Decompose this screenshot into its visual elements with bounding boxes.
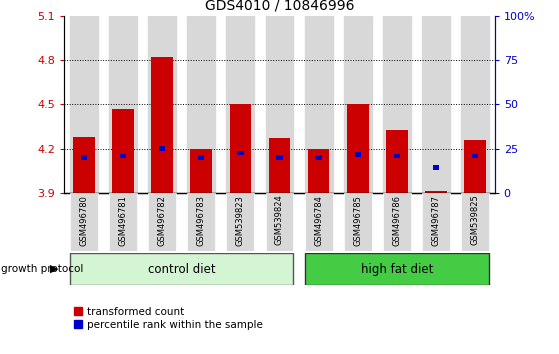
Legend: transformed count, percentile rank within the sample: transformed count, percentile rank withi… bbox=[69, 303, 267, 334]
Bar bbox=[472, 154, 479, 158]
Bar bbox=[112, 109, 134, 193]
Bar bbox=[344, 193, 372, 251]
Text: GSM496783: GSM496783 bbox=[197, 195, 206, 246]
Bar bbox=[315, 155, 322, 160]
Text: GSM496785: GSM496785 bbox=[353, 195, 362, 246]
Text: ▶: ▶ bbox=[50, 264, 59, 274]
Bar bbox=[354, 152, 361, 157]
Bar bbox=[73, 137, 94, 193]
Bar bbox=[70, 253, 293, 285]
Bar bbox=[305, 253, 489, 285]
Bar bbox=[230, 104, 251, 193]
Bar bbox=[461, 193, 489, 251]
Bar bbox=[148, 193, 176, 251]
Bar bbox=[276, 155, 283, 160]
Bar bbox=[386, 130, 408, 193]
Bar bbox=[305, 16, 333, 193]
Bar bbox=[269, 138, 290, 193]
Text: high fat diet: high fat diet bbox=[361, 263, 433, 275]
Bar bbox=[187, 16, 215, 193]
Bar bbox=[433, 165, 439, 170]
Text: growth protocol: growth protocol bbox=[1, 264, 83, 274]
Bar bbox=[226, 193, 254, 251]
Bar bbox=[266, 16, 293, 193]
Text: GSM496782: GSM496782 bbox=[158, 195, 167, 246]
Bar bbox=[344, 16, 372, 193]
Bar bbox=[187, 193, 215, 251]
Bar bbox=[465, 140, 486, 193]
Bar bbox=[383, 16, 411, 193]
Bar bbox=[191, 149, 212, 193]
Bar bbox=[237, 151, 244, 155]
Bar bbox=[383, 193, 411, 251]
Bar bbox=[80, 155, 87, 160]
Bar bbox=[159, 146, 165, 151]
Text: GSM496787: GSM496787 bbox=[432, 195, 440, 246]
Bar bbox=[148, 16, 176, 193]
Bar bbox=[198, 155, 205, 160]
Bar bbox=[70, 16, 98, 193]
Bar bbox=[226, 16, 254, 193]
Bar bbox=[425, 192, 447, 193]
Bar bbox=[120, 154, 126, 158]
Text: GSM496786: GSM496786 bbox=[392, 195, 401, 246]
Text: GSM539823: GSM539823 bbox=[236, 195, 245, 246]
Text: GDS4010 / 10846996: GDS4010 / 10846996 bbox=[205, 0, 354, 12]
Text: GSM496784: GSM496784 bbox=[314, 195, 323, 246]
Bar bbox=[109, 193, 137, 251]
Text: GSM496781: GSM496781 bbox=[119, 195, 127, 246]
Bar bbox=[70, 193, 98, 251]
Text: GSM539824: GSM539824 bbox=[275, 195, 284, 245]
Bar bbox=[305, 193, 333, 251]
Text: GSM539825: GSM539825 bbox=[471, 195, 480, 245]
Bar bbox=[422, 16, 450, 193]
Bar bbox=[308, 149, 329, 193]
Bar bbox=[347, 104, 368, 193]
Bar bbox=[151, 57, 173, 193]
Bar bbox=[394, 154, 400, 158]
Text: GSM496780: GSM496780 bbox=[79, 195, 88, 246]
Bar bbox=[109, 16, 137, 193]
Text: control diet: control diet bbox=[148, 263, 215, 275]
Bar bbox=[461, 16, 489, 193]
Bar bbox=[422, 193, 450, 251]
Bar bbox=[266, 193, 293, 251]
